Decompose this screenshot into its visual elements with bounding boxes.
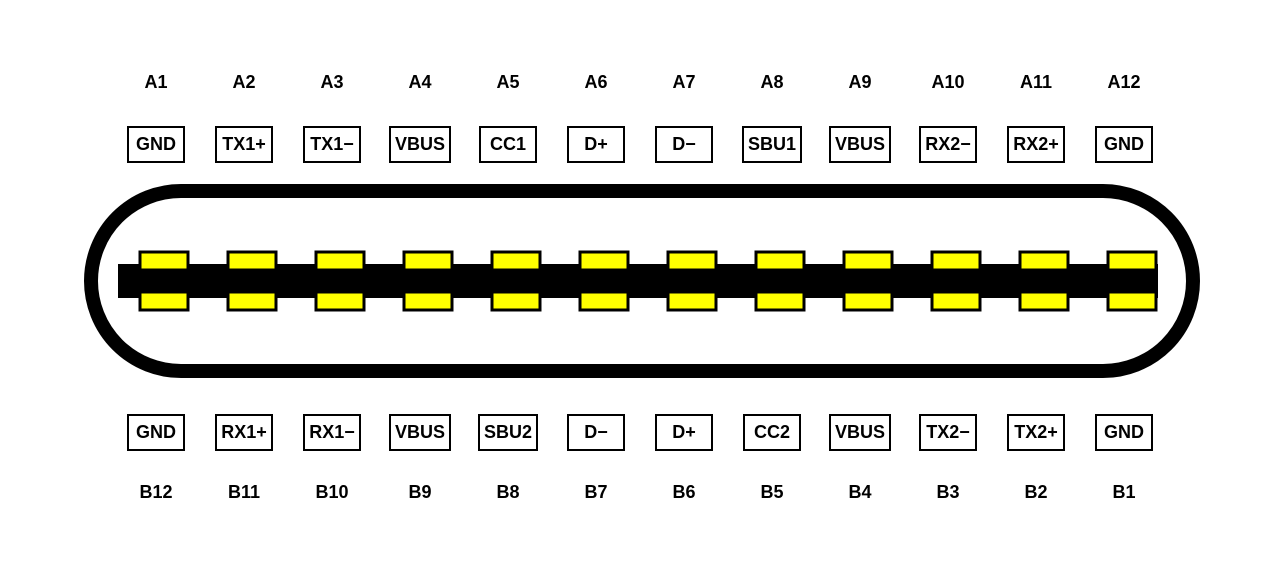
pin-name-box: GND (127, 414, 185, 451)
pin-name-box: D− (655, 126, 713, 163)
pin-id: A1 (112, 72, 200, 93)
contact-pad (580, 292, 628, 310)
pin-id: B4 (816, 482, 904, 503)
pin-id: B8 (464, 482, 552, 503)
contact-pad (140, 252, 188, 270)
pin-name-box: SBU2 (478, 414, 538, 451)
contact-pad (756, 292, 804, 310)
pin-name-box: VBUS (389, 414, 451, 451)
pin-id: B3 (904, 482, 992, 503)
bottom-pin-name-row: GND RX1+ RX1− VBUS SBU2 D− D+ CC2 VBUS T… (0, 414, 1280, 451)
pin-id: A12 (1080, 72, 1168, 93)
pin-name-box: VBUS (389, 126, 451, 163)
bottom-pin-id-row: B12 B11 B10 B9 B8 B7 B6 B5 B4 B3 B2 B1 (0, 482, 1280, 503)
pin-name-box: TX2− (919, 414, 977, 451)
pin-id: B6 (640, 482, 728, 503)
contact-pad (140, 292, 188, 310)
pin-id: A3 (288, 72, 376, 93)
pin-name-box: TX2+ (1007, 414, 1065, 451)
contact-pad (844, 252, 892, 270)
pin-name-box: CC1 (479, 126, 537, 163)
pin-name-box: RX2+ (1007, 126, 1065, 163)
contact-pad (404, 292, 452, 310)
pin-id: A4 (376, 72, 464, 93)
usb-c-pinout-diagram: A1 A2 A3 A4 A5 A6 A7 A8 A9 A10 A11 A12 G… (0, 0, 1280, 582)
pin-id: A11 (992, 72, 1080, 93)
contact-pad (492, 252, 540, 270)
pin-id: A7 (640, 72, 728, 93)
pin-name-box: TX1+ (215, 126, 273, 163)
contact-pad (316, 292, 364, 310)
pin-id: B10 (288, 482, 376, 503)
pin-name-box: VBUS (829, 414, 891, 451)
pin-id: B5 (728, 482, 816, 503)
pin-id: B1 (1080, 482, 1168, 503)
contact-pad (756, 252, 804, 270)
contact-pad (932, 252, 980, 270)
pin-id: A2 (200, 72, 288, 93)
pin-id: B2 (992, 482, 1080, 503)
contact-pad (580, 252, 628, 270)
pin-name-box: CC2 (743, 414, 801, 451)
pin-id: A9 (816, 72, 904, 93)
pin-name-box: GND (1095, 126, 1153, 163)
top-pin-name-row: GND TX1+ TX1− VBUS CC1 D+ D− SBU1 VBUS R… (0, 126, 1280, 163)
connector-body (0, 184, 1280, 394)
contact-pad (1020, 252, 1068, 270)
contact-pad (492, 292, 540, 310)
contact-pad (1108, 292, 1156, 310)
contact-pad (1020, 292, 1068, 310)
contact-pad (844, 292, 892, 310)
pin-id: B11 (200, 482, 288, 503)
pin-name-box: TX1− (303, 126, 361, 163)
contact-pad (404, 252, 452, 270)
pin-name-box: D− (567, 414, 625, 451)
pin-name-box: GND (127, 126, 185, 163)
contact-pad (932, 292, 980, 310)
pin-id: A10 (904, 72, 992, 93)
pin-id: A8 (728, 72, 816, 93)
pin-id: B12 (112, 482, 200, 503)
pin-name-box: D+ (567, 126, 625, 163)
pin-name-box: VBUS (829, 126, 891, 163)
pin-name-box: D+ (655, 414, 713, 451)
pin-id: A5 (464, 72, 552, 93)
contact-pad (668, 292, 716, 310)
pin-name-box: SBU1 (742, 126, 802, 163)
contact-pad (668, 252, 716, 270)
contact-pad (1108, 252, 1156, 270)
pin-id: A6 (552, 72, 640, 93)
contact-pad (228, 252, 276, 270)
pin-name-box: RX2− (919, 126, 977, 163)
pin-id: B9 (376, 482, 464, 503)
pin-name-box: GND (1095, 414, 1153, 451)
contact-pad (228, 292, 276, 310)
pin-name-box: RX1+ (215, 414, 273, 451)
pin-id: B7 (552, 482, 640, 503)
top-pin-id-row: A1 A2 A3 A4 A5 A6 A7 A8 A9 A10 A11 A12 (0, 72, 1280, 93)
contact-pad (316, 252, 364, 270)
pin-name-box: RX1− (303, 414, 361, 451)
